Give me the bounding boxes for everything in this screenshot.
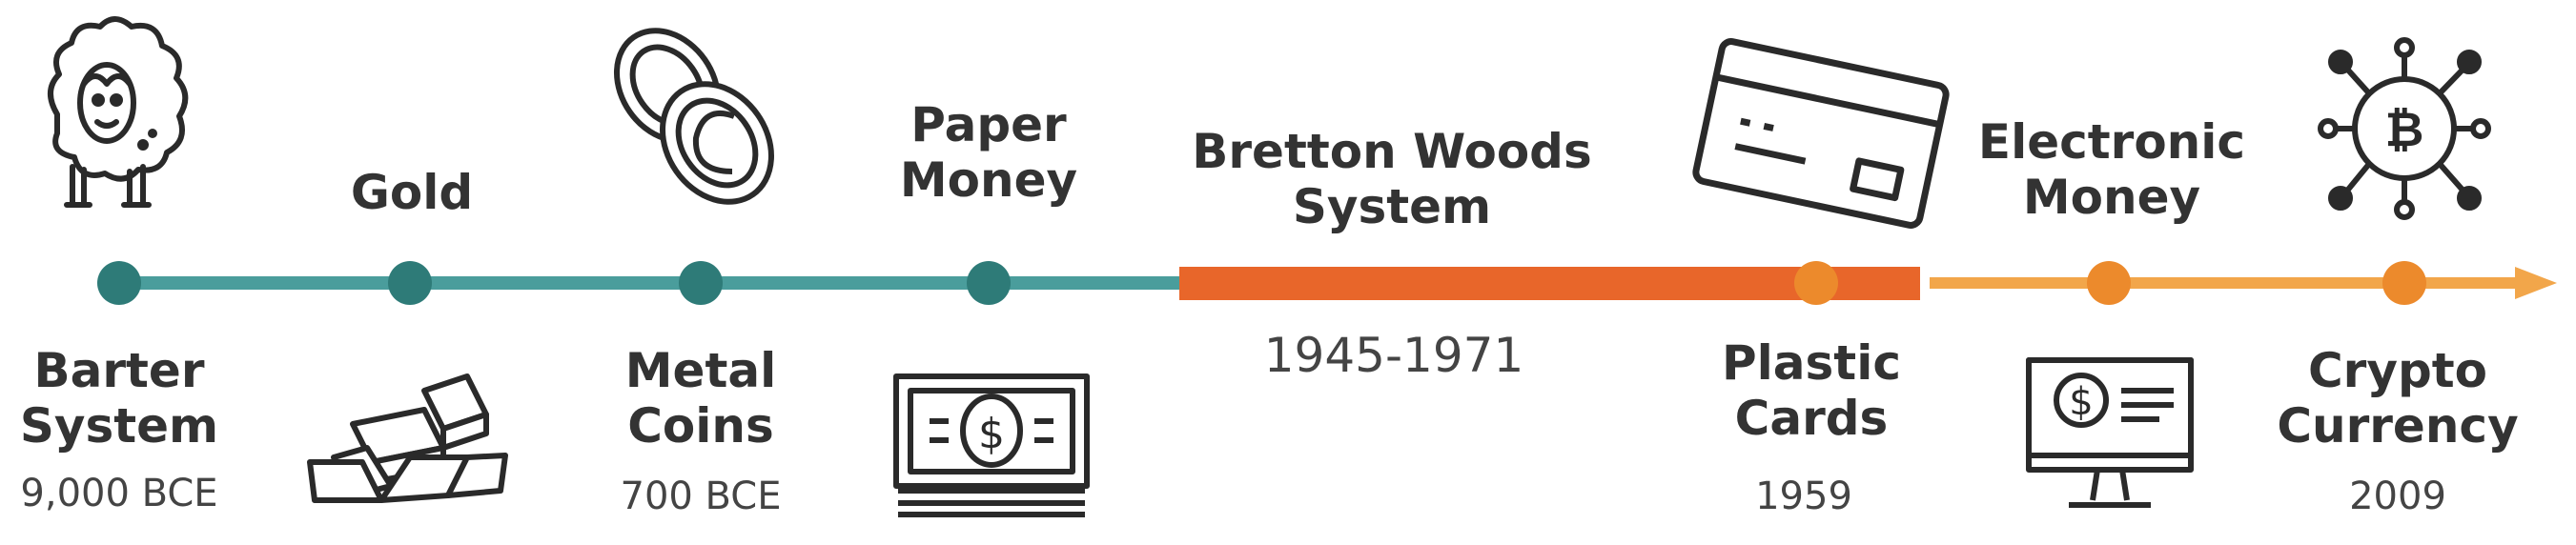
event-title-barter: Barter System <box>19 343 219 454</box>
svg-text:₿: ₿ <box>2385 102 2424 157</box>
timeline-dot-gold <box>388 261 432 305</box>
event-date-plastic: 1959 <box>1755 474 1852 518</box>
timeline-dot-metal <box>679 261 723 305</box>
timeline-dot-paper <box>967 261 1011 305</box>
svg-text:$: $ <box>978 410 1005 458</box>
event-title-metal: Metal Coins <box>624 343 777 454</box>
event-title-bretton: Bretton Woods System <box>1192 124 1592 234</box>
sheep-icon <box>48 16 189 208</box>
gold-bars-icon <box>307 373 508 503</box>
bitcoin-network-icon: ₿ <box>2318 37 2491 220</box>
coins-icon <box>613 28 774 205</box>
timeline-dot-electronic <box>2087 261 2131 305</box>
svg-text:$: $ <box>2069 380 2093 424</box>
event-title-plastic: Plastic Cards <box>1722 335 1901 446</box>
event-date-barter: 9,000 BCE <box>20 472 218 515</box>
event-date-crypto: 2009 <box>2349 474 2446 518</box>
event-title-electronic: Electronic Money <box>1977 114 2246 225</box>
banknote-icon: $ <box>893 373 1090 517</box>
timeline-arrow-head <box>2515 267 2557 299</box>
event-title-crypto: Crypto Currency <box>2277 343 2519 454</box>
event-date-metal: 700 BCE <box>620 474 782 518</box>
event-title-paper: Paper Money <box>899 97 1078 208</box>
credit-card-icon <box>1692 38 1950 229</box>
computer-dollar-icon: $ <box>2026 357 2194 508</box>
timeline-dot-plastic <box>1794 261 1838 305</box>
timeline-dot-crypto <box>2382 261 2426 305</box>
timeline-dot-barter <box>97 261 141 305</box>
event-date-bretton: 1945-1971 <box>1263 328 1524 383</box>
event-title-gold: Gold <box>350 165 474 220</box>
